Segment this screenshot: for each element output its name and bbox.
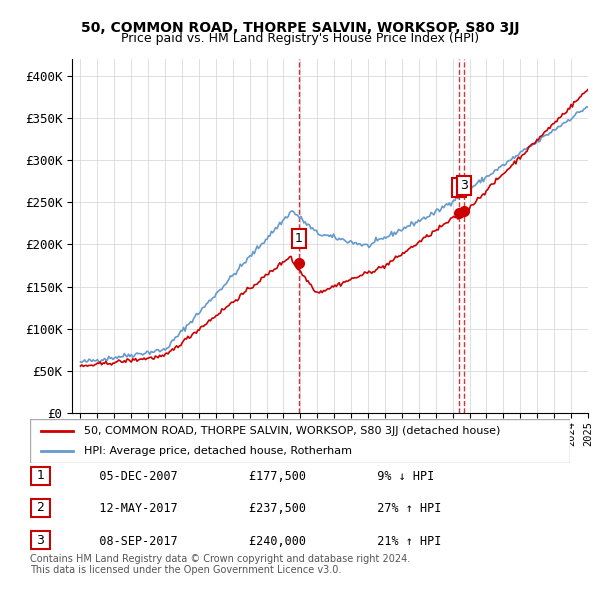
Text: 2: 2 — [37, 502, 44, 514]
Text: Contains HM Land Registry data © Crown copyright and database right 2024.
This d: Contains HM Land Registry data © Crown c… — [30, 553, 410, 575]
FancyBboxPatch shape — [31, 467, 50, 484]
Text: 50, COMMON ROAD, THORPE SALVIN, WORKSOP, S80 3JJ (detached house): 50, COMMON ROAD, THORPE SALVIN, WORKSOP,… — [84, 427, 500, 436]
Text: 1: 1 — [37, 469, 44, 482]
Text: 05-DEC-2007          £177,500          9% ↓ HPI: 05-DEC-2007 £177,500 9% ↓ HPI — [78, 470, 434, 483]
Text: HPI: Average price, detached house, Rotherham: HPI: Average price, detached house, Roth… — [84, 446, 352, 455]
FancyBboxPatch shape — [31, 499, 50, 517]
Text: 3: 3 — [37, 534, 44, 547]
Text: 2: 2 — [455, 181, 463, 194]
Text: 12-MAY-2017          £237,500          27% ↑ HPI: 12-MAY-2017 £237,500 27% ↑ HPI — [78, 502, 442, 515]
Text: 08-SEP-2017          £240,000          21% ↑ HPI: 08-SEP-2017 £240,000 21% ↑ HPI — [78, 535, 442, 548]
Text: 1: 1 — [295, 232, 303, 245]
Text: Price paid vs. HM Land Registry's House Price Index (HPI): Price paid vs. HM Land Registry's House … — [121, 32, 479, 45]
Text: 3: 3 — [460, 179, 468, 192]
Text: 50, COMMON ROAD, THORPE SALVIN, WORKSOP, S80 3JJ: 50, COMMON ROAD, THORPE SALVIN, WORKSOP,… — [81, 21, 519, 35]
FancyBboxPatch shape — [30, 419, 570, 463]
FancyBboxPatch shape — [31, 532, 50, 549]
